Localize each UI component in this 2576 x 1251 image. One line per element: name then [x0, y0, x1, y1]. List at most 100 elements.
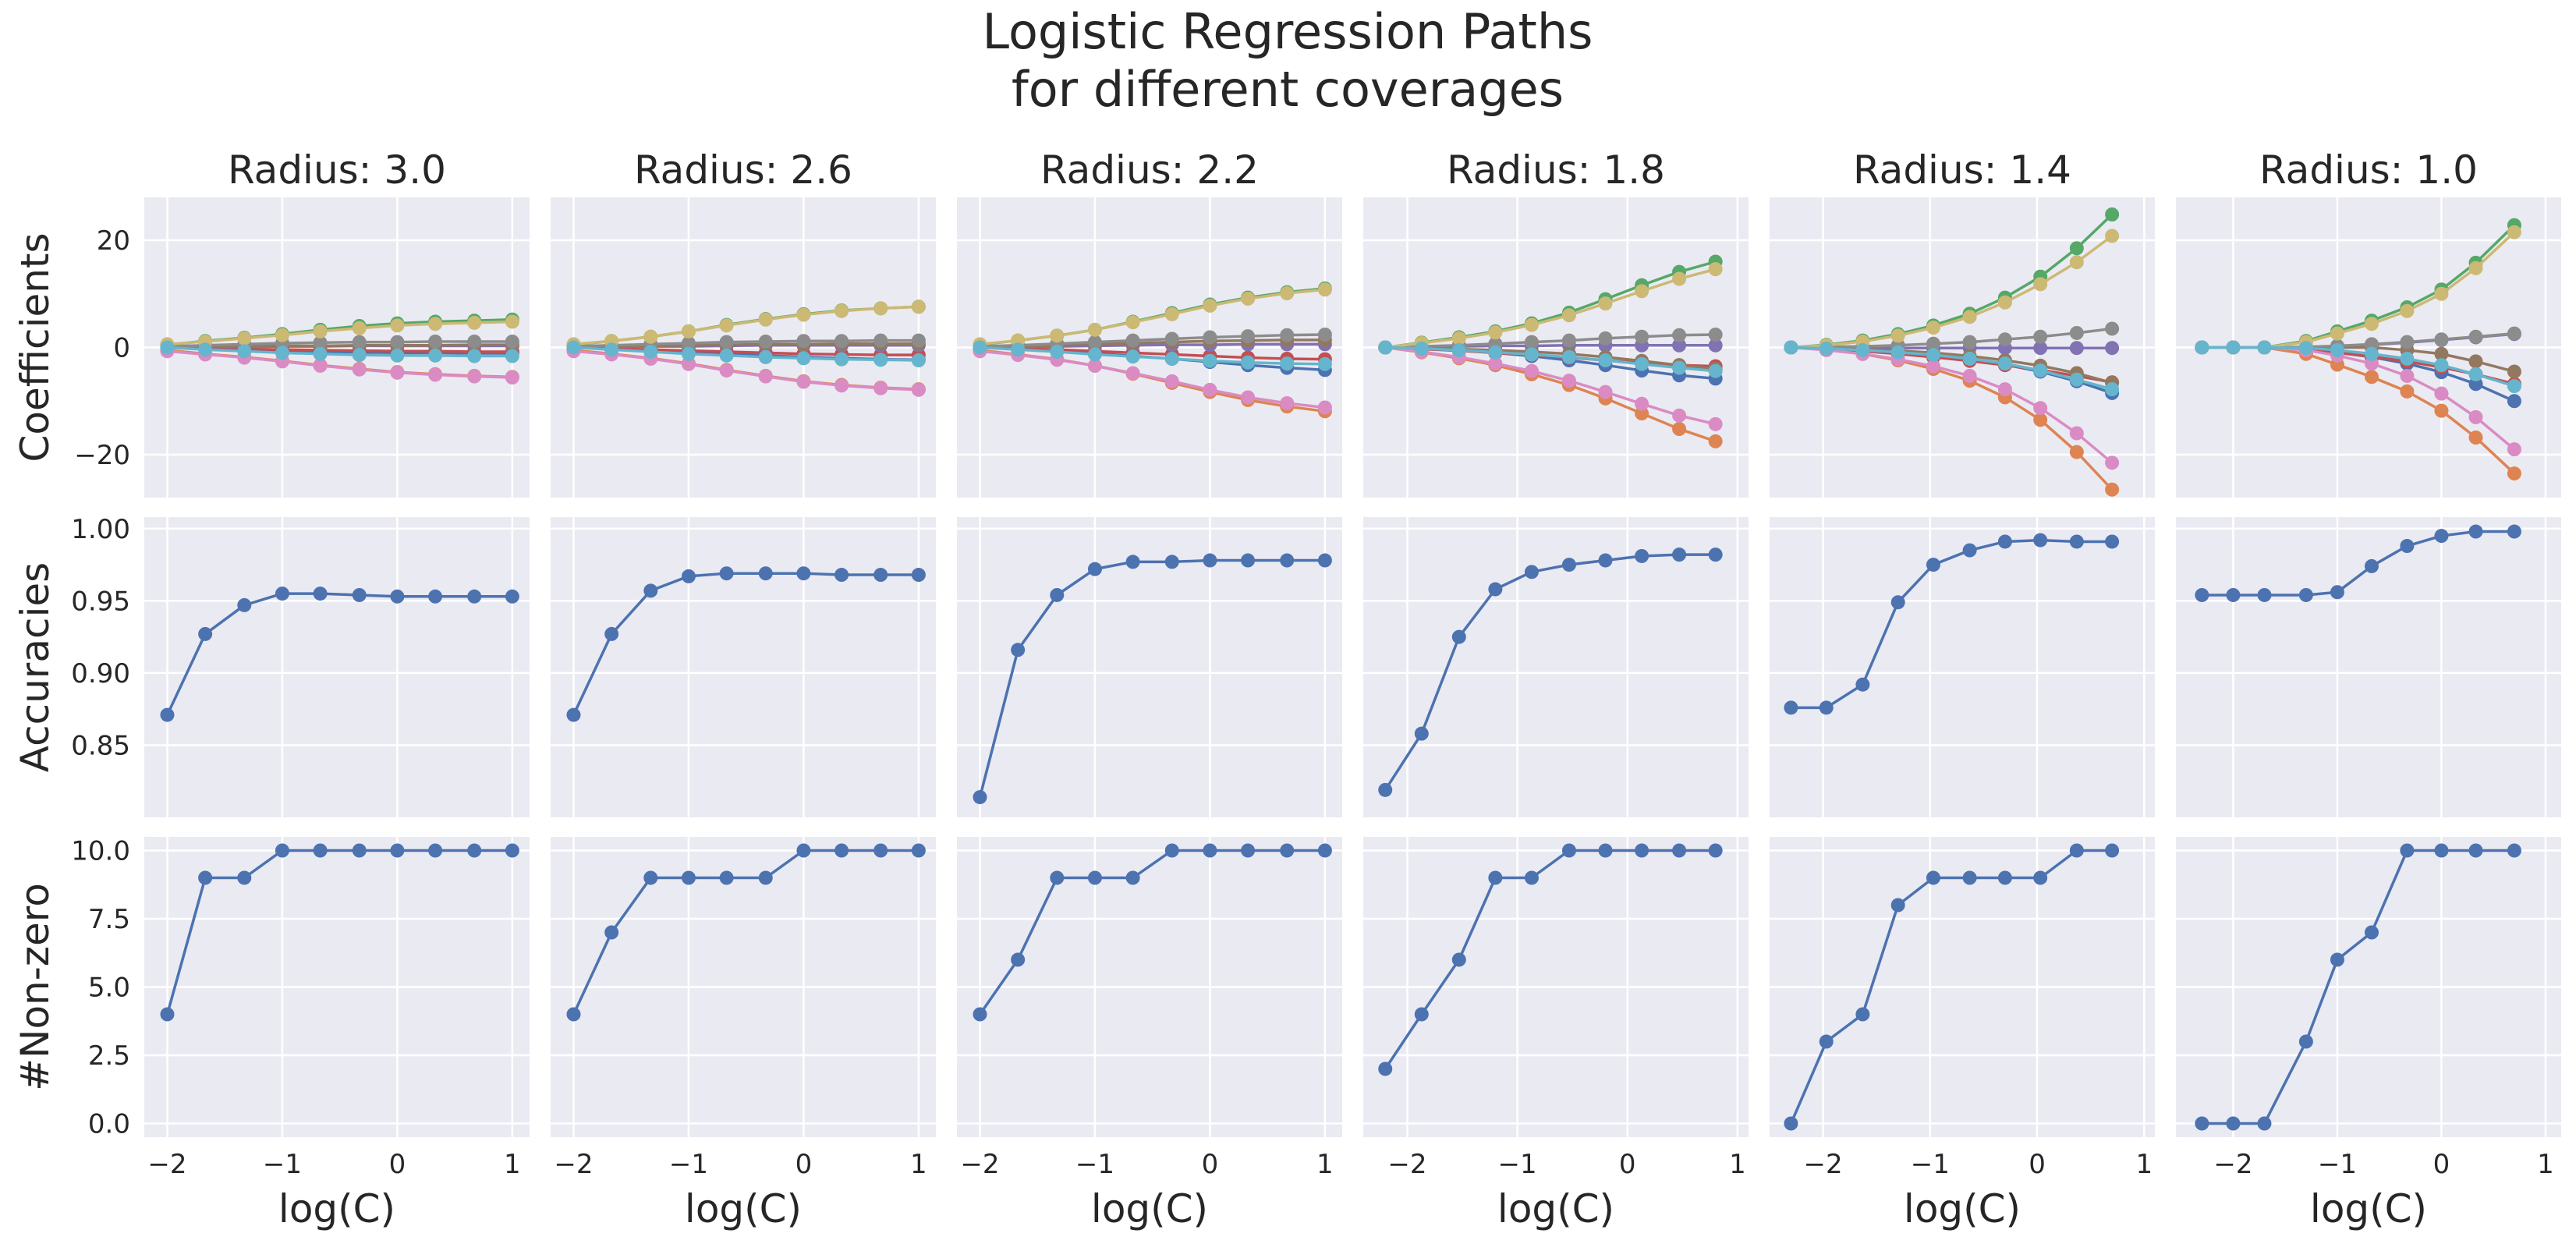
- point-coefficients-c0-f9-2: [237, 344, 252, 359]
- point-coefficients-c2-f8-8: [1280, 286, 1295, 301]
- point-nonzero-c2-nonzero-4: [1125, 870, 1140, 885]
- series-line-coefficients-c1-f6: [573, 349, 919, 392]
- xtick-label-c2-2: 0: [1202, 1149, 1219, 1180]
- point-coefficients-c0-f9-5: [352, 348, 367, 363]
- point-coefficients-c2-f9-0: [973, 340, 987, 355]
- series-line-coefficients-c1-f8: [573, 305, 919, 346]
- series-line-nonzero-c4-nonzero: [1789, 849, 2113, 1125]
- point-coefficients-c5-f9-0: [2195, 340, 2209, 355]
- point-coefficients-c2-f6-4: [1125, 366, 1140, 381]
- point-nonzero-c5-nonzero-3: [2298, 1034, 2313, 1049]
- point-nonzero-c0-nonzero-5: [352, 843, 367, 858]
- point-coefficients-c4-f9-9: [2105, 382, 2120, 397]
- point-nonzero-c1-nonzero-2: [643, 870, 658, 885]
- point-accuracies-c0-accuracies-7: [428, 589, 443, 604]
- point-coefficients-c1-f6-5: [758, 369, 773, 384]
- point-nonzero-c1-nonzero-7: [834, 843, 849, 858]
- point-coefficients-c4-f9-7: [2033, 363, 2048, 378]
- point-coefficients-c2-f8-3: [1087, 322, 1102, 337]
- point-coefficients-c0-f7-8: [467, 334, 482, 349]
- point-coefficients-c4-f7-9: [2105, 321, 2120, 336]
- point-coefficients-c5-f9-1: [2226, 340, 2241, 355]
- point-coefficients-c1-f9-7: [834, 352, 849, 367]
- point-accuracies-c2-accuracies-0: [973, 790, 987, 805]
- point-coefficients-c1-f9-5: [758, 349, 773, 364]
- xlabel-c1: log(C): [685, 1186, 802, 1232]
- series-line-coefficients-c0-f8: [167, 320, 512, 346]
- xlabel-c3: log(C): [1497, 1186, 1614, 1232]
- point-accuracies-c5-accuracies-2: [2257, 587, 2272, 602]
- point-coefficients-c3-f6-4: [1524, 363, 1539, 378]
- ytick-label-nonzero-1: 2.5: [88, 1040, 130, 1072]
- point-nonzero-c4-nonzero-6: [1997, 870, 2012, 885]
- point-coefficients-c4-f7-7: [2033, 329, 2048, 344]
- point-coefficients-c2-f6-3: [1087, 358, 1102, 373]
- point-coefficients-c0-f9-7: [428, 348, 443, 363]
- point-coefficients-c0-f9-8: [467, 349, 482, 363]
- point-coefficients-c5-f8-9: [2507, 225, 2521, 239]
- point-accuracies-c0-accuracies-0: [160, 707, 175, 722]
- point-coefficients-c2-f8-9: [1317, 282, 1332, 297]
- point-coefficients-c5-f5-9: [2507, 364, 2521, 379]
- series-line-coefficients-c1-f7: [573, 338, 919, 348]
- point-coefficients-c5-f1-6: [2400, 384, 2415, 399]
- point-coefficients-c4-f2-9: [2105, 207, 2120, 221]
- point-coefficients-c4-f9-5: [1962, 351, 1977, 366]
- point-coefficients-c5-f1-5: [2365, 370, 2379, 385]
- point-coefficients-c0-f9-4: [313, 346, 328, 361]
- panel-title-1: Radius: 2.6: [634, 147, 852, 193]
- point-coefficients-c3-f7-7: [1635, 329, 1649, 344]
- point-coefficients-c0-f8-9: [505, 314, 519, 329]
- xtick-label-c5-3: 1: [2537, 1149, 2554, 1180]
- panel-title-4: Radius: 1.4: [1853, 147, 2071, 193]
- xtick-label-c0-3: 1: [504, 1149, 521, 1180]
- point-coefficients-c4-f6-5: [1962, 368, 1977, 383]
- point-coefficients-c3-f6-7: [1635, 396, 1649, 411]
- point-coefficients-c2-f8-6: [1203, 298, 1217, 313]
- point-coefficients-c3-f6-6: [1598, 385, 1613, 399]
- xtick-label-c0-0: −2: [147, 1149, 186, 1180]
- point-coefficients-c0-f6-4: [313, 358, 328, 373]
- point-coefficients-c3-f7-9: [1708, 328, 1723, 342]
- point-coefficients-c5-f6-8: [2468, 409, 2483, 424]
- xtick-label-c1-0: −2: [554, 1149, 593, 1180]
- point-nonzero-c1-nonzero-6: [796, 843, 811, 858]
- xlabel-c0: log(C): [278, 1186, 395, 1232]
- point-nonzero-c0-nonzero-4: [313, 843, 328, 858]
- point-accuracies-c5-accuracies-8: [2468, 524, 2483, 539]
- point-coefficients-c0-f8-8: [467, 315, 482, 330]
- point-coefficients-c1-f9-8: [873, 353, 888, 367]
- point-nonzero-c2-nonzero-1: [1011, 952, 1026, 967]
- point-coefficients-c0-f9-1: [198, 342, 213, 357]
- point-coefficients-c1-f6-9: [911, 382, 926, 397]
- xtick-label-c2-3: 1: [1316, 1149, 1334, 1180]
- point-nonzero-c4-nonzero-9: [2105, 843, 2120, 858]
- point-coefficients-c5-f7-7: [2434, 332, 2449, 347]
- row-ylabel-nonzero: #Non-zero: [12, 883, 58, 1091]
- panel-title-5: Radius: 1.0: [2259, 147, 2478, 193]
- point-accuracies-c2-accuracies-7: [1241, 553, 1256, 568]
- point-coefficients-c1-f8-4: [719, 318, 734, 333]
- point-accuracies-c0-accuracies-2: [237, 597, 252, 612]
- point-coefficients-c4-f9-4: [1926, 348, 1940, 363]
- point-coefficients-c1-f9-4: [719, 348, 734, 363]
- point-nonzero-c0-nonzero-6: [390, 843, 405, 858]
- point-accuracies-c5-accuracies-5: [2365, 558, 2379, 573]
- point-coefficients-c1-f8-2: [643, 329, 658, 344]
- point-coefficients-c0-f9-6: [390, 348, 405, 363]
- point-coefficients-c4-f9-0: [1784, 340, 1798, 355]
- point-coefficients-c5-f6-9: [2507, 442, 2521, 457]
- point-coefficients-c3-f9-0: [1378, 340, 1393, 355]
- point-coefficients-c5-f8-6: [2400, 303, 2415, 318]
- point-nonzero-c4-nonzero-4: [1926, 870, 1940, 885]
- point-accuracies-c3-accuracies-3: [1488, 582, 1503, 597]
- point-nonzero-c3-nonzero-3: [1488, 870, 1503, 885]
- point-coefficients-c4-f8-4: [1926, 321, 1940, 335]
- point-accuracies-c3-accuracies-8: [1672, 548, 1687, 562]
- ytick-label-nonzero-2: 5.0: [88, 973, 130, 1004]
- xtick-label-c1-3: 1: [910, 1149, 927, 1180]
- panel-bg-r1-c3: [1363, 517, 1749, 817]
- panels-group: Coefficients Accuracies #Non-zero Radius: 3…: [12, 147, 2561, 1232]
- series-line-nonzero-c2-nonzero: [979, 849, 1325, 1015]
- point-coefficients-c5-f7-8: [2468, 329, 2483, 344]
